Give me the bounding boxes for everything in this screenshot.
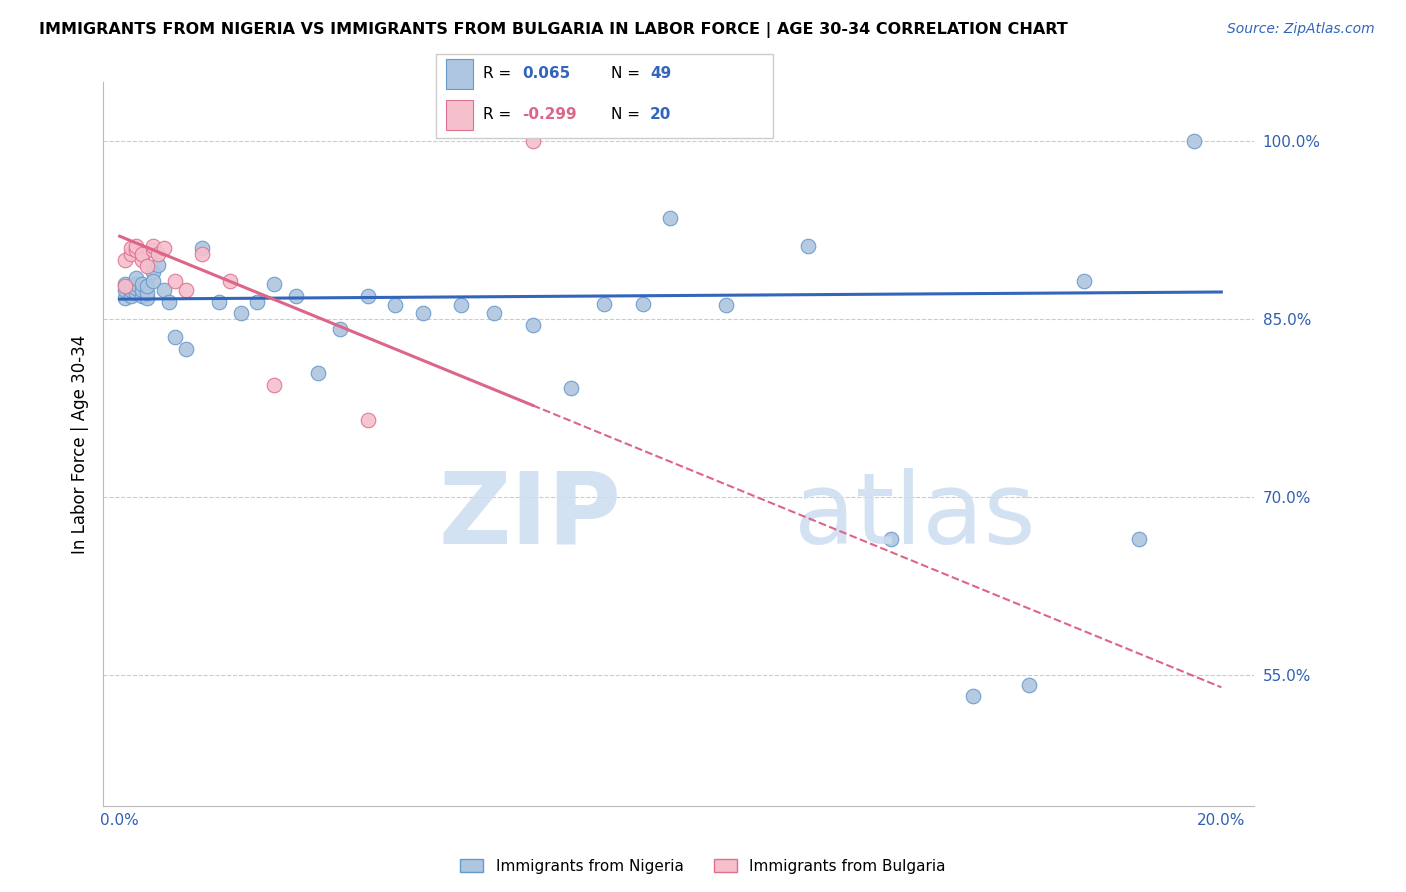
Point xyxy=(356,288,378,302)
Point xyxy=(263,277,285,291)
Point xyxy=(191,241,214,255)
Point xyxy=(142,244,165,258)
Text: Source: ZipAtlas.com: Source: ZipAtlas.com xyxy=(1227,22,1375,37)
Point xyxy=(450,298,472,312)
Text: ZIP: ZIP xyxy=(439,468,621,565)
Text: 20: 20 xyxy=(650,107,672,122)
Point xyxy=(120,247,142,261)
Point xyxy=(1182,134,1205,148)
Point xyxy=(714,298,737,312)
Point xyxy=(114,277,136,291)
Point xyxy=(152,241,174,255)
Point xyxy=(880,532,903,546)
Point xyxy=(120,279,142,293)
Point xyxy=(157,294,180,309)
Point xyxy=(148,258,170,272)
Point xyxy=(484,306,506,320)
Point xyxy=(522,134,544,148)
Point xyxy=(631,297,654,311)
Point xyxy=(120,283,142,297)
Point xyxy=(191,247,214,261)
Point xyxy=(120,241,142,255)
Point xyxy=(131,283,153,297)
Bar xyxy=(446,60,472,89)
Text: -0.299: -0.299 xyxy=(522,107,576,122)
Point xyxy=(560,381,582,395)
Text: R =: R = xyxy=(484,107,516,122)
Point xyxy=(329,322,352,336)
Point xyxy=(131,252,153,267)
Point xyxy=(114,283,136,297)
Point xyxy=(125,244,148,258)
Point xyxy=(120,288,142,302)
Point xyxy=(246,294,269,309)
Point xyxy=(136,286,159,301)
Point xyxy=(125,270,148,285)
Text: IMMIGRANTS FROM NIGERIA VS IMMIGRANTS FROM BULGARIA IN LABOR FORCE | AGE 30-34 C: IMMIGRANTS FROM NIGERIA VS IMMIGRANTS FR… xyxy=(39,22,1069,38)
Point xyxy=(218,274,240,288)
Point xyxy=(114,291,136,305)
Point xyxy=(163,330,186,344)
Text: N =: N = xyxy=(612,107,645,122)
Point xyxy=(593,297,616,311)
Point xyxy=(1073,274,1095,288)
Point xyxy=(136,291,159,305)
Y-axis label: In Labor Force | Age 30-34: In Labor Force | Age 30-34 xyxy=(72,334,89,554)
Point xyxy=(125,238,148,252)
Point xyxy=(1018,678,1040,692)
Point xyxy=(131,277,153,291)
Point xyxy=(152,283,174,297)
Text: R =: R = xyxy=(484,66,516,81)
Point xyxy=(1128,532,1150,546)
Point xyxy=(142,274,165,288)
Point xyxy=(356,413,378,427)
Point xyxy=(263,377,285,392)
Point xyxy=(412,306,434,320)
Point xyxy=(284,288,307,302)
Point xyxy=(114,279,136,293)
Point xyxy=(148,247,170,261)
Point xyxy=(163,274,186,288)
Point xyxy=(307,366,329,380)
Point xyxy=(125,277,148,291)
Point xyxy=(962,689,984,703)
Point xyxy=(797,238,820,252)
Point xyxy=(174,283,197,297)
Point xyxy=(131,247,153,261)
Point xyxy=(125,281,148,295)
Legend: Immigrants from Nigeria, Immigrants from Bulgaria: Immigrants from Nigeria, Immigrants from… xyxy=(454,853,952,880)
Text: N =: N = xyxy=(612,66,645,81)
Point xyxy=(136,259,159,273)
Point xyxy=(659,211,682,226)
Point xyxy=(522,318,544,333)
Point xyxy=(229,306,252,320)
Text: atlas: atlas xyxy=(794,468,1035,565)
Point xyxy=(136,279,159,293)
Point xyxy=(384,298,406,312)
Point xyxy=(208,294,231,309)
Point xyxy=(131,288,153,302)
Point xyxy=(142,265,165,279)
Text: 49: 49 xyxy=(650,66,672,81)
Point xyxy=(114,252,136,267)
FancyBboxPatch shape xyxy=(436,54,773,138)
Point xyxy=(125,286,148,301)
Point xyxy=(142,238,165,252)
Point xyxy=(174,342,197,356)
Text: 0.065: 0.065 xyxy=(522,66,571,81)
Bar xyxy=(446,100,472,130)
